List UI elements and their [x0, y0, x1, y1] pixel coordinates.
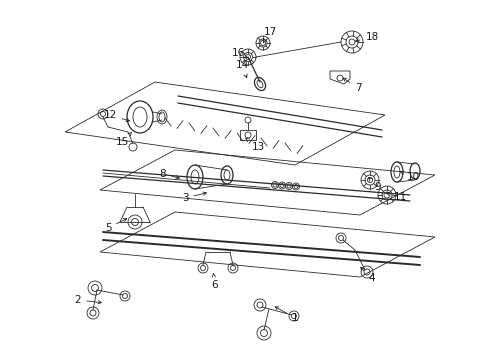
Text: 3: 3 [182, 192, 206, 203]
Text: 12: 12 [103, 110, 129, 122]
Text: 8: 8 [160, 169, 179, 179]
Text: 14: 14 [235, 60, 248, 78]
Text: 2: 2 [74, 295, 101, 305]
Text: 16: 16 [231, 48, 247, 58]
Text: 7: 7 [343, 78, 361, 93]
Text: 11: 11 [387, 192, 407, 202]
Text: 4: 4 [361, 267, 375, 283]
Text: 17: 17 [264, 27, 277, 42]
Text: 18: 18 [356, 32, 379, 42]
Text: 9: 9 [368, 177, 381, 192]
Text: 13: 13 [245, 139, 265, 152]
Text: 15: 15 [115, 132, 132, 147]
Text: 6: 6 [212, 274, 219, 290]
Text: 1: 1 [275, 307, 298, 323]
Text: 10: 10 [400, 171, 419, 182]
Text: 5: 5 [105, 219, 127, 233]
